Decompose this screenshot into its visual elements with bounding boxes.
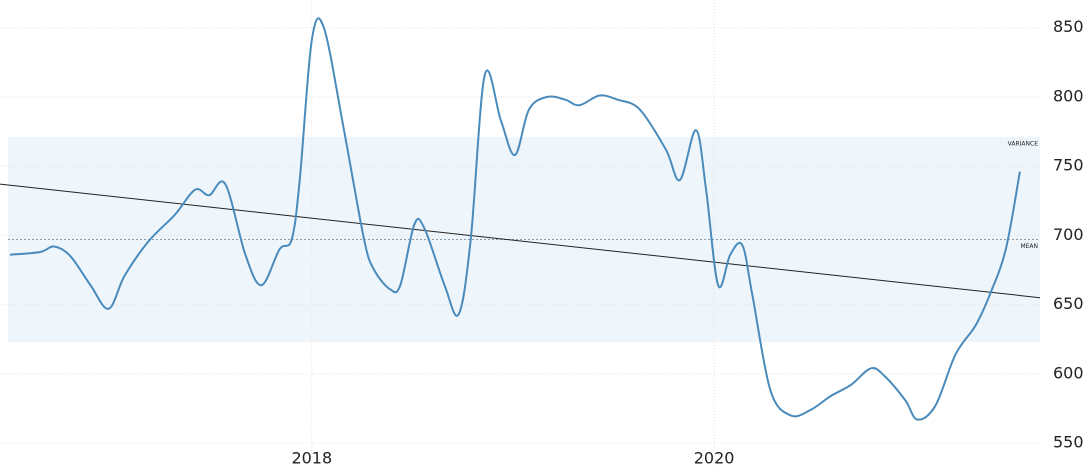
y-tick-label: 750 [1053, 156, 1084, 175]
x-tick-label: 2018 [291, 449, 332, 468]
variance-label: VARIANCE [1008, 141, 1039, 148]
y-tick-label: 600 [1053, 363, 1084, 382]
y-tick-label: 800 [1053, 86, 1084, 105]
y-tick-label: 650 [1053, 294, 1084, 313]
trend-line [0, 183, 1041, 299]
y-tick-label: 700 [1053, 225, 1084, 244]
mean-label: MEAN [1020, 243, 1038, 250]
series-line [9, 17, 1021, 421]
y-tick-label: 550 [1053, 433, 1084, 452]
y-tick-label: 850 [1053, 17, 1084, 36]
x-tick-label: 2020 [694, 449, 735, 468]
